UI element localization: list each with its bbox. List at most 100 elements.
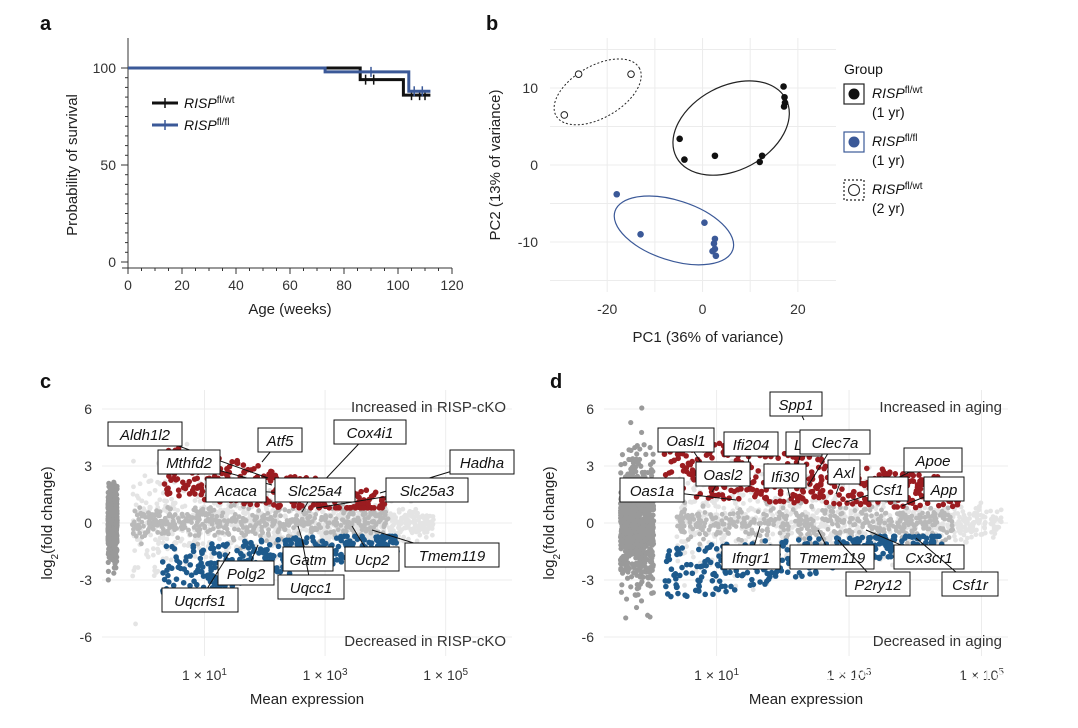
point-ns bbox=[133, 533, 139, 539]
legend-title: Group bbox=[844, 61, 883, 77]
point-ns bbox=[715, 521, 721, 527]
legend-key-box bbox=[843, 179, 865, 201]
point-ns bbox=[895, 521, 901, 527]
point-ns bbox=[203, 518, 209, 524]
point-ns-low bbox=[640, 525, 646, 532]
point-ns-light bbox=[181, 542, 187, 548]
point-ns bbox=[130, 530, 136, 536]
point-ns bbox=[755, 509, 761, 515]
point-ns bbox=[685, 515, 691, 521]
point-ns bbox=[351, 517, 357, 523]
point-ns-low bbox=[631, 524, 637, 531]
point-ns bbox=[804, 526, 810, 532]
point-ns-low bbox=[648, 559, 654, 565]
point-ns bbox=[679, 509, 685, 515]
point-ns-low bbox=[105, 559, 111, 565]
point-ns-light bbox=[956, 528, 962, 534]
point-ns-low bbox=[639, 579, 645, 585]
pca-point-flfl-1yr bbox=[712, 252, 720, 260]
point-ns-light bbox=[248, 516, 254, 522]
point-ns-low bbox=[111, 565, 117, 571]
point-ns bbox=[145, 510, 151, 516]
point-ns bbox=[741, 515, 747, 521]
x-tick-label: 80 bbox=[336, 277, 352, 293]
point-ns-low bbox=[618, 470, 624, 476]
point-ns-low bbox=[111, 531, 117, 537]
point-ns bbox=[362, 519, 368, 524]
point-ns bbox=[764, 532, 770, 538]
point-ns bbox=[147, 525, 152, 530]
point-ns bbox=[137, 530, 143, 536]
point-ns-low bbox=[622, 461, 628, 467]
point-ns-low bbox=[623, 596, 630, 602]
point-ns bbox=[137, 505, 143, 511]
pca-point-flwt-1yr bbox=[780, 83, 787, 90]
point-down bbox=[197, 568, 204, 575]
point-ns bbox=[256, 508, 262, 513]
point-ns bbox=[191, 525, 197, 530]
point-ns-light bbox=[689, 550, 695, 555]
point-ns-light bbox=[992, 516, 997, 522]
point-ns bbox=[175, 535, 181, 541]
point-ns-low bbox=[114, 521, 120, 527]
point-ns-low bbox=[621, 560, 627, 566]
point-ns bbox=[933, 516, 939, 522]
point-ns-light bbox=[146, 479, 152, 485]
point-ns-low bbox=[628, 529, 634, 535]
point-up bbox=[229, 459, 235, 465]
gene-label: Cox4i1 bbox=[347, 425, 394, 442]
point-ns-low bbox=[634, 451, 640, 457]
point-ns-light bbox=[956, 519, 962, 524]
point-ns-low bbox=[633, 468, 639, 475]
point-ns-low bbox=[650, 506, 657, 513]
point-ns bbox=[229, 518, 235, 524]
point-ns-light bbox=[429, 526, 435, 531]
point-ns bbox=[167, 511, 173, 517]
point-ns-light bbox=[961, 532, 967, 538]
point-down bbox=[378, 534, 385, 541]
point-ns-light bbox=[229, 522, 235, 528]
point-down bbox=[382, 541, 389, 548]
point-ns bbox=[134, 512, 140, 518]
point-ns bbox=[802, 536, 807, 542]
point-ns-low bbox=[648, 469, 654, 475]
point-ns bbox=[196, 533, 201, 538]
point-ns bbox=[848, 516, 853, 521]
point-ns bbox=[192, 533, 198, 539]
point-ns-low bbox=[109, 518, 115, 524]
y-axis-title: PC2 (13% of variance) bbox=[487, 90, 504, 241]
point-ns bbox=[286, 508, 292, 514]
point-ns-light bbox=[150, 546, 156, 552]
point-ns-light bbox=[131, 458, 136, 464]
point-up bbox=[347, 505, 354, 511]
point-ns-light bbox=[192, 498, 198, 503]
point-up bbox=[198, 482, 205, 488]
pca-point-flwt-2yr bbox=[560, 111, 569, 119]
point-ns bbox=[371, 518, 377, 524]
point-ns bbox=[777, 509, 782, 515]
point-ns bbox=[356, 520, 362, 526]
point-ns bbox=[323, 515, 329, 521]
x-tick-label: 1 × 105 bbox=[423, 667, 468, 684]
point-ns-low bbox=[633, 604, 640, 611]
point-ns-light bbox=[143, 500, 149, 506]
pca-point-flfl-1yr bbox=[701, 219, 708, 227]
point-down bbox=[166, 563, 172, 570]
point-ns bbox=[890, 523, 896, 529]
point-down bbox=[246, 550, 253, 557]
point-ns bbox=[363, 528, 369, 534]
point-ns-light bbox=[967, 511, 972, 517]
point-up bbox=[174, 476, 181, 482]
point-ns-light bbox=[675, 558, 681, 564]
point-ns bbox=[220, 510, 226, 516]
point-ns bbox=[189, 520, 194, 525]
point-ns bbox=[260, 514, 265, 520]
point-ns-light bbox=[155, 550, 161, 555]
legend-key-dot bbox=[848, 184, 860, 196]
point-ns-light bbox=[156, 541, 161, 546]
point-ns-light bbox=[973, 506, 979, 511]
point-ns-light bbox=[733, 501, 738, 506]
gene-label: Acaca bbox=[214, 483, 257, 500]
